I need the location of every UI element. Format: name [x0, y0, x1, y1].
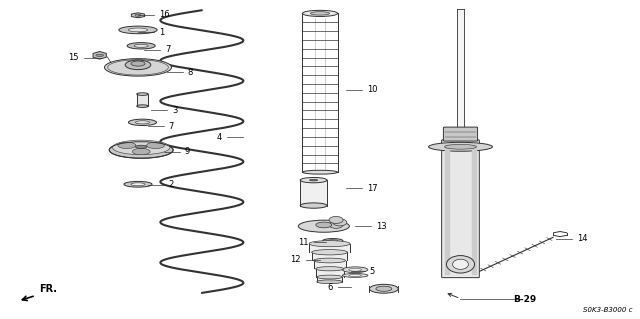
Polygon shape [131, 13, 145, 18]
Text: S0K3-B3000 c: S0K3-B3000 c [584, 307, 633, 313]
Ellipse shape [300, 177, 327, 183]
Text: 13: 13 [376, 222, 387, 231]
Ellipse shape [137, 105, 148, 108]
Ellipse shape [447, 256, 474, 273]
Text: 5: 5 [370, 267, 375, 276]
Text: 9: 9 [184, 147, 190, 156]
Text: 17: 17 [367, 184, 377, 193]
Ellipse shape [129, 28, 148, 32]
Ellipse shape [323, 239, 343, 243]
Text: 6: 6 [328, 283, 333, 292]
Polygon shape [93, 51, 106, 59]
Ellipse shape [310, 12, 330, 15]
Text: 8: 8 [188, 68, 193, 77]
Text: FR.: FR. [39, 284, 57, 294]
Text: 10: 10 [367, 85, 377, 94]
Text: 12: 12 [291, 255, 301, 264]
Text: 4: 4 [217, 133, 222, 142]
FancyBboxPatch shape [444, 127, 477, 141]
Ellipse shape [329, 221, 343, 228]
Ellipse shape [333, 219, 347, 226]
Ellipse shape [129, 119, 157, 125]
Text: 16: 16 [159, 11, 170, 19]
Text: 1: 1 [159, 28, 164, 37]
Ellipse shape [349, 268, 362, 271]
Text: 2: 2 [169, 181, 174, 189]
Ellipse shape [303, 10, 337, 17]
Ellipse shape [131, 183, 145, 186]
Ellipse shape [127, 43, 156, 49]
Ellipse shape [109, 142, 173, 158]
Ellipse shape [317, 280, 342, 284]
Text: 15: 15 [68, 53, 79, 62]
Ellipse shape [303, 170, 337, 174]
Ellipse shape [119, 26, 157, 34]
Ellipse shape [134, 44, 148, 48]
Ellipse shape [125, 60, 151, 70]
Text: 7: 7 [166, 45, 171, 55]
Ellipse shape [310, 179, 317, 181]
Ellipse shape [309, 241, 350, 247]
Ellipse shape [328, 240, 338, 242]
Ellipse shape [131, 61, 145, 66]
Ellipse shape [132, 148, 150, 155]
Ellipse shape [329, 217, 343, 223]
FancyBboxPatch shape [442, 140, 479, 278]
Ellipse shape [445, 145, 476, 149]
Ellipse shape [96, 54, 104, 56]
Ellipse shape [342, 273, 368, 277]
Ellipse shape [135, 14, 141, 16]
Ellipse shape [314, 258, 346, 263]
Ellipse shape [300, 203, 327, 208]
Text: 7: 7 [169, 122, 174, 131]
Ellipse shape [349, 274, 362, 276]
Ellipse shape [452, 259, 468, 269]
Ellipse shape [312, 249, 348, 255]
Ellipse shape [104, 59, 172, 76]
Ellipse shape [369, 284, 398, 293]
Text: 11: 11 [298, 238, 308, 247]
Ellipse shape [316, 222, 332, 228]
Ellipse shape [316, 267, 344, 271]
Ellipse shape [147, 142, 164, 149]
Ellipse shape [136, 145, 147, 148]
Text: 14: 14 [577, 234, 588, 243]
Ellipse shape [124, 182, 152, 187]
Text: 3: 3 [172, 106, 177, 115]
Ellipse shape [376, 286, 392, 291]
Ellipse shape [342, 267, 368, 272]
Text: B-29: B-29 [513, 295, 536, 304]
Ellipse shape [118, 142, 136, 149]
Ellipse shape [429, 142, 492, 151]
Ellipse shape [137, 93, 148, 95]
Ellipse shape [317, 275, 342, 279]
Ellipse shape [136, 121, 150, 124]
Ellipse shape [113, 140, 170, 155]
Ellipse shape [298, 220, 349, 232]
